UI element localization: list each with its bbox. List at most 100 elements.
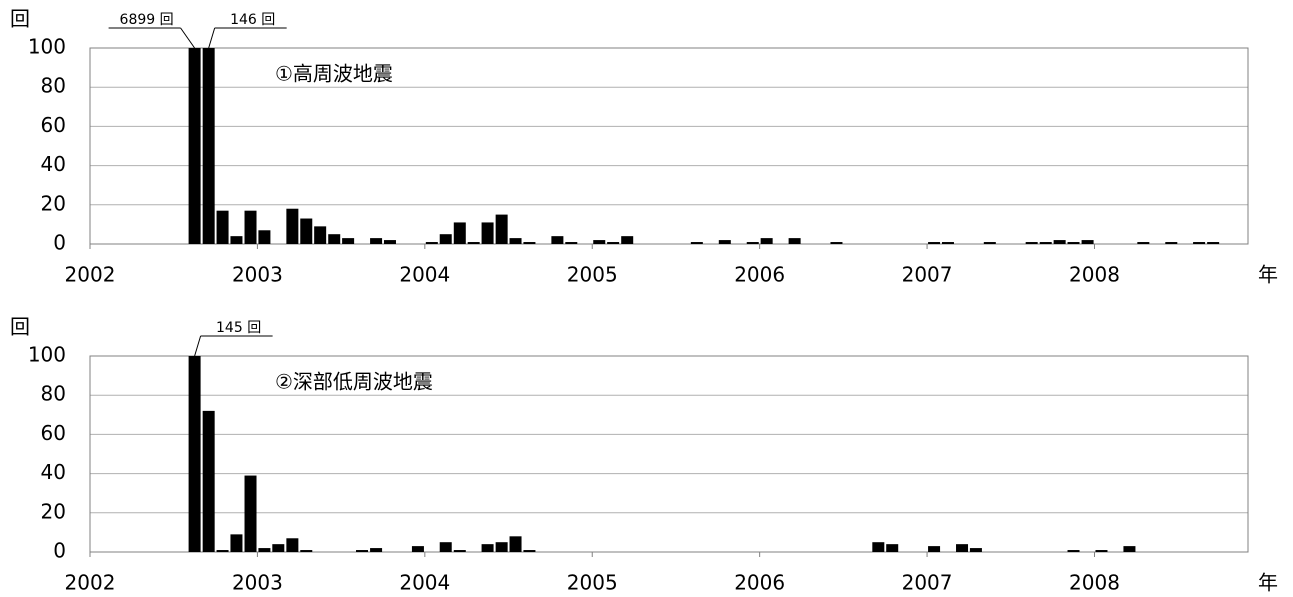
bar bbox=[258, 548, 271, 552]
bar bbox=[202, 410, 215, 552]
label-leader bbox=[194, 335, 202, 357]
y-unit: 回 bbox=[10, 7, 30, 31]
x-tick-label: 2008 bbox=[1069, 571, 1120, 595]
bar bbox=[300, 550, 313, 552]
bar bbox=[1067, 242, 1080, 244]
value-label: 145 回 bbox=[216, 320, 261, 336]
bar bbox=[1123, 546, 1136, 552]
x-tick-label: 2007 bbox=[902, 263, 953, 287]
bar bbox=[509, 536, 522, 552]
bar bbox=[760, 238, 773, 244]
plot-frame bbox=[89, 47, 1249, 245]
y-tick-label: 0 bbox=[53, 231, 66, 255]
bar bbox=[1193, 242, 1206, 244]
x-tick-label: 2004 bbox=[399, 571, 450, 595]
bar bbox=[314, 226, 327, 244]
x-tick-label: 2003 bbox=[232, 263, 283, 287]
bar bbox=[258, 230, 271, 244]
bars bbox=[188, 48, 1220, 245]
bar bbox=[188, 48, 201, 244]
bar bbox=[941, 242, 954, 244]
y-tick-label: 100 bbox=[28, 35, 66, 59]
bar bbox=[328, 234, 341, 244]
bar bbox=[411, 546, 424, 552]
bar bbox=[746, 242, 759, 244]
bar bbox=[453, 550, 466, 552]
x-tick-label: 2007 bbox=[902, 571, 953, 595]
bar bbox=[342, 238, 355, 244]
bar bbox=[1081, 240, 1094, 244]
bar bbox=[1067, 550, 1080, 552]
bar bbox=[216, 210, 229, 244]
bar bbox=[453, 222, 466, 244]
bar bbox=[607, 242, 620, 244]
panel-title: ②深部低周波地震 bbox=[275, 370, 433, 394]
x-tick-label: 2004 bbox=[399, 263, 450, 287]
bar bbox=[565, 242, 578, 244]
bar bbox=[1053, 240, 1066, 244]
plot-frame bbox=[89, 355, 1249, 553]
y-tick-label: 80 bbox=[41, 382, 66, 406]
bar bbox=[439, 234, 452, 244]
bar bbox=[928, 242, 941, 244]
panel-title: ①高周波地震 bbox=[275, 62, 393, 86]
bar bbox=[383, 240, 396, 244]
bar bbox=[495, 542, 508, 552]
bar bbox=[467, 242, 480, 244]
x-tick-label: 2005 bbox=[567, 263, 618, 287]
bar bbox=[509, 238, 522, 244]
x-tick-label: 2003 bbox=[232, 571, 283, 595]
bar bbox=[188, 356, 201, 552]
y-tick-label: 20 bbox=[41, 191, 66, 215]
y-tick-label: 80 bbox=[41, 74, 66, 98]
bar bbox=[300, 218, 313, 244]
x-tick-label: 2002 bbox=[65, 263, 116, 287]
bar bbox=[370, 548, 383, 552]
x-tick-label: 2006 bbox=[734, 571, 785, 595]
bar bbox=[1165, 242, 1178, 244]
bar bbox=[718, 240, 731, 244]
bar bbox=[425, 242, 438, 244]
value-label: 146 回 bbox=[230, 12, 275, 28]
bar bbox=[1095, 550, 1108, 552]
y-tick-label: 20 bbox=[41, 499, 66, 523]
x-tick-label: 2002 bbox=[65, 571, 116, 595]
bar bbox=[969, 548, 982, 552]
bar bbox=[872, 542, 885, 552]
y-tick-label: 40 bbox=[41, 152, 66, 176]
bar bbox=[230, 534, 243, 552]
y-tick-label: 60 bbox=[41, 113, 66, 137]
bar bbox=[830, 242, 843, 244]
bar bbox=[286, 208, 299, 244]
bar bbox=[1207, 242, 1220, 244]
bar bbox=[788, 238, 801, 244]
value-label: 6899 回 bbox=[120, 12, 174, 28]
y-tick-label: 0 bbox=[53, 539, 66, 563]
bar bbox=[495, 214, 508, 244]
bar bbox=[983, 242, 996, 244]
label-leader bbox=[208, 27, 216, 49]
label-leader bbox=[180, 27, 196, 49]
bar bbox=[621, 236, 634, 244]
y-tick-label: 100 bbox=[28, 343, 66, 367]
x-tick-label: 2005 bbox=[567, 571, 618, 595]
bar bbox=[244, 210, 257, 244]
x-tick-label: 2008 bbox=[1069, 263, 1120, 287]
bar bbox=[928, 546, 941, 552]
bar bbox=[439, 542, 452, 552]
bar bbox=[1039, 242, 1052, 244]
bar bbox=[286, 538, 299, 552]
bar bbox=[216, 550, 229, 552]
bar bbox=[886, 544, 899, 552]
bar bbox=[272, 544, 285, 552]
bars bbox=[188, 356, 1136, 552]
bar bbox=[481, 222, 494, 244]
bar bbox=[481, 544, 494, 552]
y-unit: 回 bbox=[10, 315, 30, 339]
bar bbox=[690, 242, 703, 244]
bar bbox=[370, 238, 383, 244]
bar bbox=[356, 550, 369, 552]
x-unit: 年 bbox=[1258, 263, 1278, 287]
x-unit: 年 bbox=[1258, 571, 1278, 595]
